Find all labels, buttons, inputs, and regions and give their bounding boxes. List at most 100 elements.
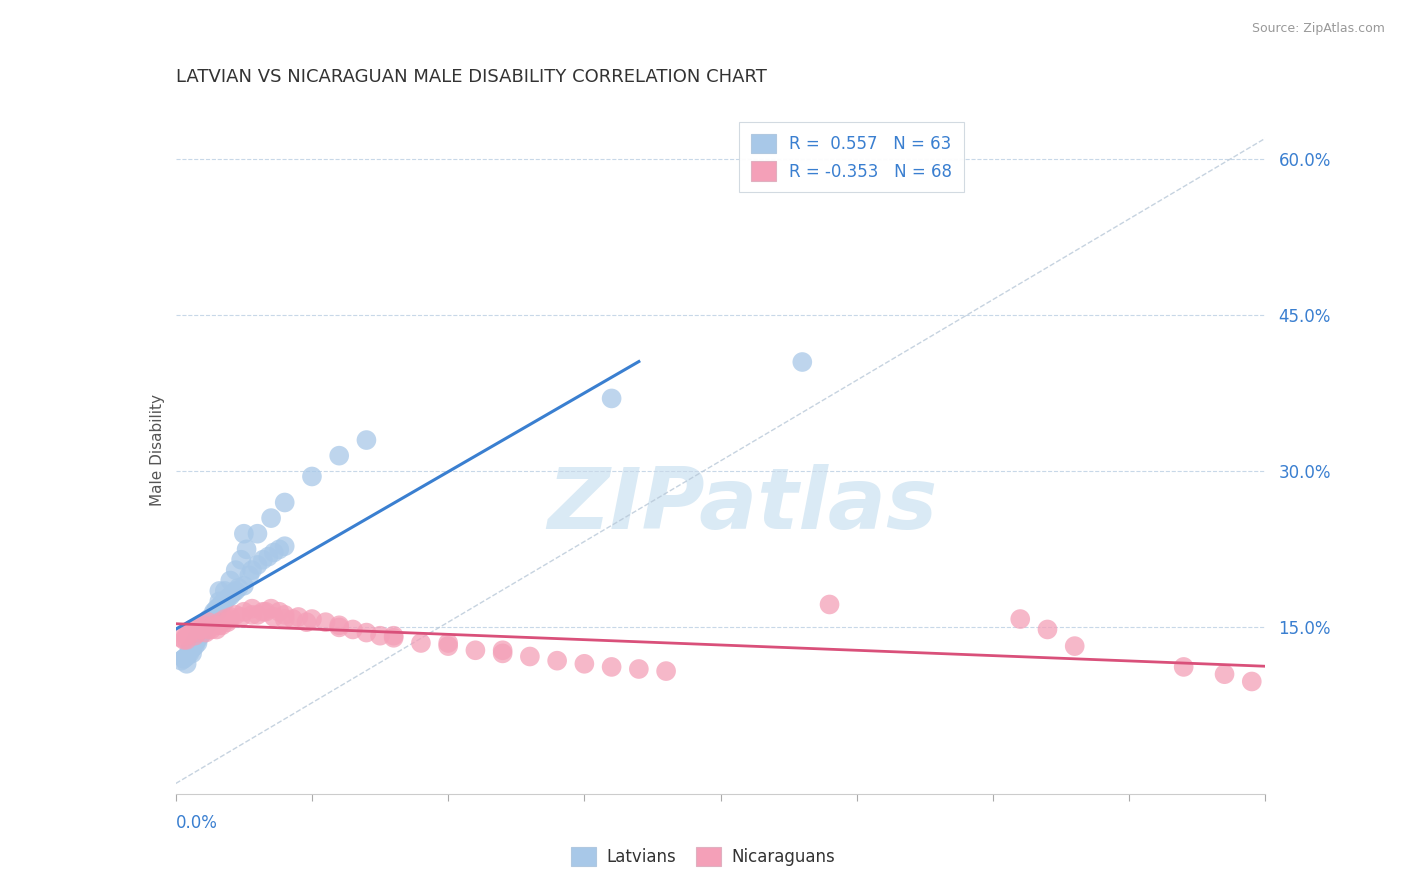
Y-axis label: Male Disability: Male Disability — [149, 394, 165, 507]
Point — [263, 610, 285, 624]
Point — [356, 433, 378, 447]
Point — [246, 607, 269, 622]
Point — [574, 657, 596, 671]
Point — [274, 539, 297, 553]
Point — [219, 610, 242, 624]
Point — [176, 649, 198, 664]
Point — [197, 623, 219, 637]
Point — [492, 646, 515, 660]
Point — [208, 583, 231, 598]
Point — [205, 605, 228, 619]
Point — [181, 646, 204, 660]
Point — [197, 615, 219, 630]
Point — [173, 632, 195, 647]
Point — [208, 615, 231, 630]
Point — [179, 625, 201, 640]
Point — [1240, 674, 1263, 689]
Point — [208, 618, 231, 632]
Point — [519, 649, 541, 664]
Point — [240, 607, 263, 622]
Point — [600, 392, 623, 406]
Point — [546, 654, 568, 668]
Point — [240, 601, 263, 615]
Point — [464, 643, 486, 657]
Point — [186, 625, 209, 640]
Point — [191, 620, 214, 634]
Point — [342, 623, 364, 637]
Point — [184, 629, 207, 643]
Point — [1173, 660, 1195, 674]
Point — [188, 629, 211, 643]
Point — [200, 623, 222, 637]
Point — [191, 625, 214, 640]
Point — [1036, 623, 1059, 637]
Point — [301, 612, 323, 626]
Text: 0.0%: 0.0% — [176, 814, 218, 832]
Point — [181, 641, 204, 656]
Point — [211, 596, 233, 610]
Point — [287, 610, 309, 624]
Point — [202, 618, 225, 632]
Point — [240, 563, 263, 577]
Point — [184, 636, 207, 650]
Legend: Latvians, Nicaraguans: Latvians, Nicaraguans — [565, 840, 841, 873]
Point — [217, 615, 239, 630]
Point — [437, 636, 460, 650]
Point — [1010, 612, 1032, 626]
Point — [179, 643, 201, 657]
Text: Source: ZipAtlas.com: Source: ZipAtlas.com — [1251, 22, 1385, 36]
Point — [228, 581, 250, 595]
Point — [315, 615, 337, 630]
Point — [246, 526, 269, 541]
Point — [208, 599, 231, 614]
Point — [225, 563, 247, 577]
Point — [281, 612, 304, 626]
Point — [188, 625, 211, 640]
Point — [225, 583, 247, 598]
Point — [184, 639, 207, 653]
Point — [219, 589, 242, 603]
Point — [214, 612, 236, 626]
Point — [181, 623, 204, 637]
Point — [252, 552, 274, 567]
Point — [191, 623, 214, 637]
Point — [225, 607, 247, 622]
Point — [219, 574, 242, 588]
Point — [409, 636, 432, 650]
Point — [179, 646, 201, 660]
Point — [222, 586, 245, 600]
Point — [260, 511, 283, 525]
Point — [600, 660, 623, 674]
Point — [260, 601, 283, 615]
Point — [194, 625, 217, 640]
Point — [191, 618, 214, 632]
Point — [188, 623, 211, 637]
Text: ZIPatlas: ZIPatlas — [547, 464, 938, 547]
Point — [437, 639, 460, 653]
Point — [269, 542, 291, 557]
Point — [194, 618, 217, 632]
Point — [1213, 667, 1236, 681]
Point — [176, 632, 198, 647]
Point — [382, 629, 405, 643]
Point — [214, 583, 236, 598]
Point — [232, 526, 254, 541]
Point — [186, 632, 209, 647]
Point — [328, 620, 350, 634]
Point — [205, 601, 228, 615]
Point — [208, 594, 231, 608]
Point — [263, 545, 285, 559]
Point — [173, 651, 195, 665]
Point — [328, 618, 350, 632]
Point — [1063, 639, 1085, 653]
Point — [246, 558, 269, 572]
Point — [238, 568, 260, 582]
Point — [627, 662, 650, 676]
Point — [176, 657, 198, 671]
Point — [269, 605, 291, 619]
Point — [792, 355, 814, 369]
Point — [231, 552, 253, 567]
Point — [232, 605, 254, 619]
Point — [186, 636, 209, 650]
Point — [274, 612, 297, 626]
